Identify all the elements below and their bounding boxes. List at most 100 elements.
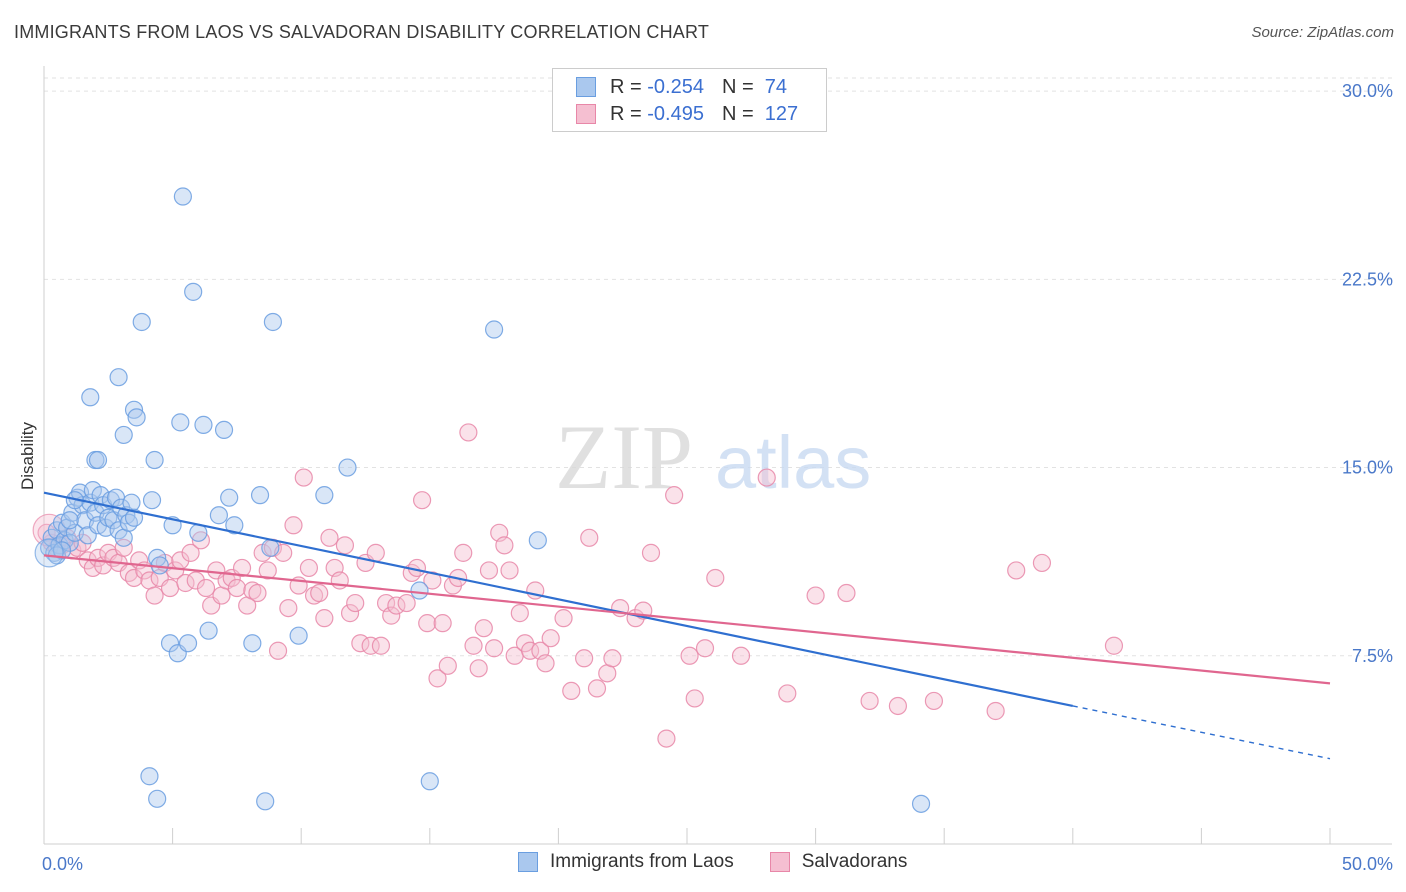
salvadorans-point-72	[418, 614, 437, 633]
salvadorans-point-62	[361, 636, 380, 655]
bottom-legend-swatch-salvadorans	[769, 852, 790, 872]
watermark-atlas: atlas	[715, 421, 871, 504]
salvadorans-point-114	[731, 646, 751, 665]
laos-point-73	[528, 531, 547, 550]
salvadorans-point-46	[279, 598, 298, 618]
laos-point-71	[410, 581, 429, 600]
laos-point-61	[214, 420, 234, 440]
salvadorans-point-122	[986, 701, 1005, 721]
legend-r-label: R =	[610, 102, 642, 125]
salvadorans-point-57	[335, 536, 355, 555]
axes	[43, 66, 1392, 845]
y-axis-label: Disability	[18, 421, 37, 490]
salvadorans-point-63	[366, 543, 385, 562]
salvadorans-point-117	[806, 586, 825, 605]
salvadorans-point-44	[268, 641, 288, 660]
salvadorans-point-47	[284, 516, 303, 535]
salvadorans-point-90	[510, 604, 529, 623]
bottom-legend-label-salvadorans: Salvadorans	[801, 851, 908, 872]
laos-point-70	[338, 458, 357, 477]
x-tick-label-1: 50.0%	[1342, 854, 1393, 874]
salvadorans-point-95	[536, 654, 555, 673]
salvadorans-point-87	[495, 536, 514, 555]
laos-point-46	[142, 491, 162, 510]
salvadorans-point-111	[685, 689, 704, 708]
laos-point-67	[263, 312, 283, 332]
salvadorans-point-64	[371, 636, 391, 655]
laos-point-59	[199, 621, 218, 640]
salvadorans-point-34	[217, 571, 236, 590]
salvadorans-point-118	[837, 583, 856, 603]
salvadorans-point-88	[500, 561, 519, 580]
bottom-legend-label-laos: Immigrants from Laos	[550, 851, 734, 872]
laos-point-42	[114, 425, 133, 445]
salvadorans-point-116	[778, 684, 797, 703]
salvadorans-point-54	[320, 528, 339, 547]
watermark: ZIP atlas	[555, 406, 871, 508]
series-salvadorans	[32, 423, 1124, 748]
laos-point-69	[315, 486, 334, 505]
trend-line-laos	[43, 491, 1074, 708]
salvadorans-point-119	[860, 691, 879, 711]
laos-point-47	[145, 450, 164, 470]
laos-point-77	[420, 772, 439, 791]
salvadorans-point-27	[181, 543, 200, 562]
salvadorans-point-49	[294, 468, 313, 487]
salvadorans-point-73	[423, 571, 442, 590]
salvadorans-point-100	[580, 528, 599, 547]
laos-point-45	[132, 312, 151, 332]
laos-point-36	[60, 511, 79, 530]
laos-point-76	[256, 792, 275, 811]
trend-line-laos-extension	[1072, 705, 1331, 760]
salvadorans-point-59	[346, 593, 365, 613]
salvadorans-point-40	[248, 583, 267, 603]
salvadorans-point-115	[757, 468, 776, 487]
laos-point-50	[160, 634, 180, 653]
salvadorans-point-85	[485, 639, 504, 658]
salvadorans-point-68	[397, 593, 416, 613]
salvadorans-point-121	[924, 691, 944, 711]
laos-cluster-point	[34, 538, 64, 568]
salvadorans-point-110	[680, 646, 699, 665]
salvadorans-point-28	[186, 571, 205, 590]
legend-n-label: N =	[721, 75, 754, 98]
salvadorans-point-103	[603, 649, 622, 668]
legend-row-laos: R = -0.254 N = 74	[553, 74, 787, 100]
legend-r-value: -0.495	[647, 102, 704, 125]
salvadorans-point-71	[412, 491, 432, 510]
laos-point-44	[127, 408, 146, 427]
salvadorans-point-66	[382, 606, 401, 625]
salvadorans-point-108	[657, 729, 676, 748]
series-immigrants-from-laos	[34, 187, 931, 813]
source-label: Source: ZipAtlas.com	[1251, 24, 1394, 41]
salvadorans-point-58	[340, 604, 360, 623]
y-tick-label-0: 7.5%	[1352, 646, 1393, 666]
x-tick-label-0: 0.0%	[42, 854, 83, 874]
salvadorans-point-107	[641, 543, 661, 562]
laos-point-64	[243, 634, 262, 653]
y-tick-label-2: 22.5%	[1342, 269, 1393, 289]
legend-row-salvadorans: R = -0.495 N = 127	[553, 101, 798, 127]
laos-point-41	[109, 368, 128, 387]
laos-point-78	[911, 794, 931, 813]
chart-title: IMMIGRANTS FROM LAOS VS SALVADORAN DISAB…	[14, 22, 710, 42]
salvadorans-point-37	[232, 558, 252, 578]
salvadorans-point-102	[598, 664, 617, 683]
laos-point-29	[114, 528, 133, 547]
salvadorans-point-51	[304, 586, 324, 605]
laos-point-33	[124, 508, 144, 527]
salvadorans-point-112	[695, 639, 715, 658]
salvadorans-point-33	[212, 586, 231, 605]
salvadorans-point-125	[1104, 636, 1124, 655]
laos-point-60	[209, 506, 228, 525]
watermark-zip: ZIP	[555, 406, 693, 508]
laos-point-8	[60, 533, 79, 552]
bottom-legend-laos: Immigrants from Laos	[518, 851, 734, 873]
salvadorans-point-50	[299, 558, 319, 578]
laos-point-53	[171, 413, 190, 432]
salvadorans-point-74	[428, 669, 447, 688]
salvadorans-point-23	[160, 578, 180, 598]
salvadorans-point-109	[665, 486, 684, 505]
laos-point-54	[173, 187, 192, 206]
